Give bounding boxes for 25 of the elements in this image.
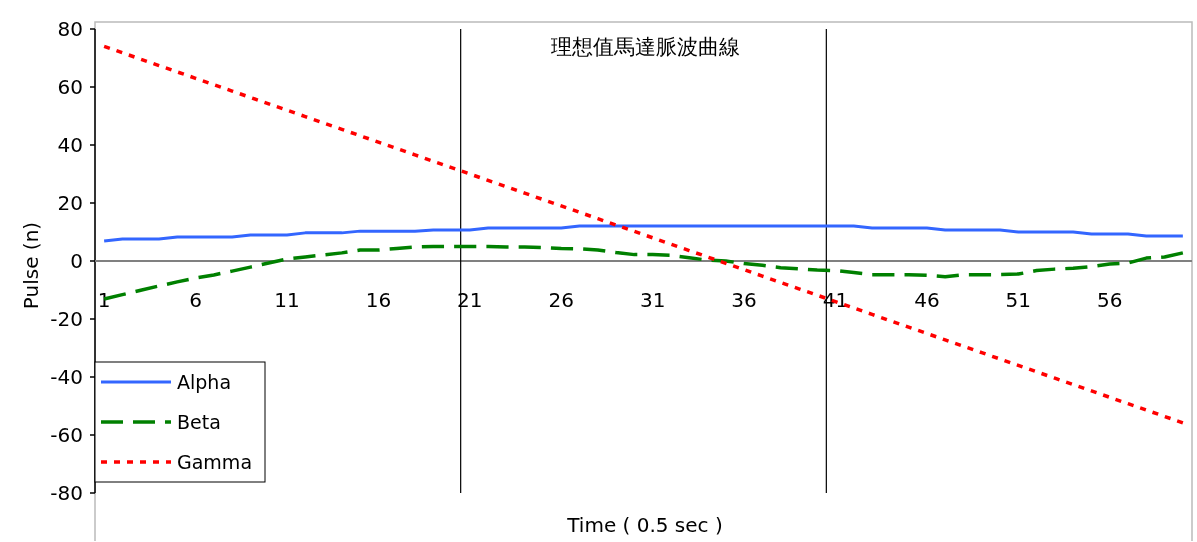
x-tick-label: 36 xyxy=(731,288,757,312)
y-tick-label: 0 xyxy=(70,249,83,273)
x-tick-label: 6 xyxy=(189,288,202,312)
x-tick-label: 31 xyxy=(639,288,666,312)
legend-label: Beta xyxy=(177,411,221,433)
y-tick-label: 20 xyxy=(57,191,83,215)
y-tick-label: -20 xyxy=(50,307,83,331)
x-tick-label: 56 xyxy=(1097,288,1123,312)
x-tick-label: 51 xyxy=(1005,288,1032,312)
y-tick-label: -40 xyxy=(50,365,83,389)
y-axis-title: Pulse (n) xyxy=(19,221,43,310)
y-tick-label: 40 xyxy=(57,133,83,157)
x-tick-label: 11 xyxy=(274,288,300,312)
x-tick-label: 16 xyxy=(365,288,392,312)
x-tick-label: 46 xyxy=(914,288,940,312)
y-tick-label: 60 xyxy=(57,75,83,99)
y-tick-label: -60 xyxy=(50,423,83,447)
y-tick-label: -80 xyxy=(50,481,83,505)
x-tick-label: 1 xyxy=(97,288,111,312)
chart-title: 理想值馬達脈波曲線 xyxy=(550,35,740,59)
x-tick-label: 26 xyxy=(548,288,574,312)
legend-label: Gamma xyxy=(177,451,253,473)
legend-label: Alpha xyxy=(177,371,232,393)
y-tick-label: 80 xyxy=(57,17,83,41)
x-axis-title: Time ( 0.5 sec ) xyxy=(566,513,723,537)
